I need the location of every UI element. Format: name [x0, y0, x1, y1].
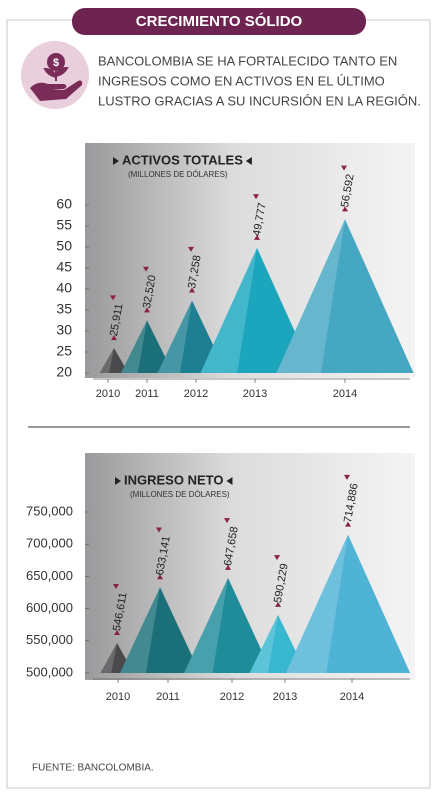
triangle-highlight [99, 348, 114, 373]
triangle-highlight [285, 534, 348, 673]
triangle-highlight [120, 320, 147, 373]
x-tick-label: 2010 [106, 691, 130, 703]
label-marker [225, 564, 231, 570]
icon: $ [21, 41, 89, 109]
label-marker [254, 234, 260, 240]
y-tick-label: 30 [56, 322, 72, 338]
y-tick-label: 700,000 [26, 536, 73, 551]
label-marker [143, 266, 149, 272]
header-title: CRECIMIENTO SÓLIDO [136, 12, 303, 30]
title-arrow [226, 477, 233, 485]
triangle-highlight [184, 577, 228, 673]
footer: FUENTE: BANCOLOMBIA. [32, 763, 154, 774]
header-banner [72, 8, 366, 35]
intro-line: BANCOLOMBIA SE HA FORTALECIDO TANTO EN [98, 53, 397, 68]
x-tick-label: 2013 [273, 691, 297, 703]
label-marker [341, 165, 347, 171]
y-tick-label: 50 [56, 238, 72, 254]
value-label: 49,777 [251, 202, 269, 237]
chart-title: ACTIVOS TOTALES [122, 152, 243, 167]
triangle-mark [120, 320, 174, 373]
intro-line: LUSTRO GRACIAS A SU INCURSIÓN EN LA REGI… [98, 93, 421, 108]
triangle-highlight [100, 642, 117, 673]
chart-subtitle: (MILLONES DE DÓLARES) [128, 170, 228, 179]
label-marker [253, 194, 259, 200]
x-tick-label: 2011 [135, 388, 159, 400]
triangle-highlight [249, 614, 278, 673]
label-marker [156, 527, 162, 533]
triangle-highlight [119, 587, 160, 673]
title-arrow [115, 477, 121, 485]
value-label: 37,258 [186, 254, 204, 289]
value-label: 32,520 [141, 274, 159, 309]
x-tick-label: 2014 [333, 388, 357, 400]
label-marker [111, 335, 117, 341]
triangle-mark [119, 587, 201, 673]
title-arrow [245, 157, 252, 165]
y-tick-label: 500,000 [26, 664, 73, 679]
svg-text:$: $ [53, 57, 59, 69]
triangle-mark [276, 219, 414, 373]
y-tick-label: 650,000 [26, 568, 73, 583]
y-tick-label: 60 [56, 196, 72, 212]
triangle-mark [249, 614, 307, 673]
y-tick-label: 600,000 [26, 600, 73, 615]
x-tick-label: 2013 [243, 388, 267, 400]
intro-line: INGRESOS COMO EN ACTIVOS EN EL ÚLTIMO [98, 73, 385, 88]
x-tick-label: 2012 [184, 388, 208, 400]
x-tick-label: 2014 [340, 691, 364, 703]
triangle-highlight [157, 300, 192, 373]
label-marker [144, 307, 150, 313]
label-marker [113, 584, 119, 590]
triangle-highlight [276, 219, 345, 373]
value-label: 25,911 [108, 303, 126, 337]
label-marker [188, 246, 194, 252]
x-tick-label: 2012 [220, 691, 244, 703]
x-tick-label: 2011 [156, 691, 180, 703]
chart-subtitle: (MILLONES DE DÓLARES) [130, 490, 230, 499]
y-tick-label: 45 [56, 259, 72, 275]
label-marker [157, 574, 163, 580]
label-marker [114, 629, 120, 635]
triangle-mark [285, 534, 411, 673]
y-tick-label: 35 [56, 301, 72, 317]
label-marker [345, 521, 351, 527]
y-tick-label: 550,000 [26, 632, 73, 647]
title-arrow [113, 157, 119, 165]
y-tick-label: 25 [56, 343, 72, 359]
x-tick-label: 2010 [96, 388, 120, 400]
label-marker [274, 555, 280, 561]
value-label: 56,592 [339, 173, 357, 208]
triangle-highlight [200, 247, 257, 373]
y-tick-label: 40 [56, 280, 72, 296]
y-tick-label: 20 [56, 364, 72, 380]
label-marker [110, 295, 116, 301]
label-marker [224, 518, 230, 524]
label-marker [275, 601, 281, 607]
chart-title: INGRESO NETO [124, 472, 223, 487]
triangle-mark [184, 577, 272, 673]
y-tick-label: 750,000 [26, 503, 73, 518]
y-tick-label: 55 [56, 217, 72, 233]
label-marker [342, 206, 348, 212]
label-marker [344, 474, 350, 480]
triangle-mark [99, 348, 129, 373]
label-marker [189, 287, 195, 293]
triangle-mark [200, 247, 314, 373]
